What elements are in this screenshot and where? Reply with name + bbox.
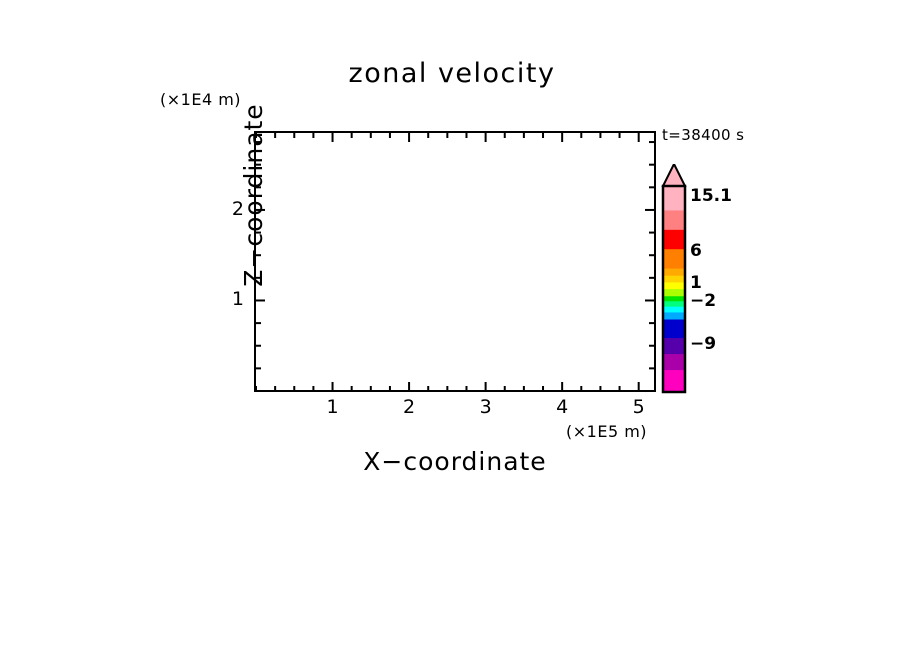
colorbar-band <box>663 296 685 303</box>
colorbar <box>660 161 692 394</box>
colorbar-tick-label: −2 <box>690 291 717 311</box>
colorbar-band <box>663 306 685 314</box>
y-tick-label: 2 <box>231 197 244 220</box>
colorbar-arrow-icon <box>661 161 687 187</box>
colorbar-band <box>663 210 685 231</box>
x-axis-unit-label: (×1E5 m) <box>566 422 648 441</box>
colorbar-band <box>663 268 685 278</box>
y-tick-label: 1 <box>231 288 244 311</box>
colorbar-band <box>663 186 685 212</box>
colorbar-band <box>663 301 685 308</box>
x-tick-label: 1 <box>326 396 339 418</box>
colorbar-band <box>663 312 685 321</box>
colorbar-band <box>663 354 685 372</box>
colorbar-tick-label: 6 <box>690 241 702 261</box>
colorbar-outline <box>661 184 687 394</box>
y-axis-unit-label: (×1E4 m) <box>160 90 242 109</box>
colorbar-band <box>663 338 685 356</box>
y-axis-title: Z−coordinate <box>239 103 268 287</box>
x-tick-label: 3 <box>479 396 492 418</box>
x-tick-label: 2 <box>403 396 416 418</box>
x-tick-label: 4 <box>556 396 569 418</box>
colorbar-band <box>663 282 685 290</box>
time-annotation: t=38400 s <box>662 126 745 144</box>
plot-area <box>254 131 656 392</box>
colorbar-tick-label: 15.1 <box>690 186 732 206</box>
page-title: zonal velocity <box>348 58 556 89</box>
colorbar-band <box>663 249 685 270</box>
x-axis-title: X−coordinate <box>363 447 547 476</box>
colorbar-band <box>663 289 685 298</box>
colorbar-band <box>663 275 685 284</box>
colorbar-swatches <box>661 161 687 394</box>
x-tick-label: 5 <box>632 396 645 418</box>
colorbar-band <box>663 319 685 340</box>
axis-tick-marks <box>255 133 654 392</box>
colorbar-tick-label: 1 <box>690 273 702 293</box>
colorbar-band <box>663 370 685 393</box>
colorbar-tick-label: −9 <box>690 334 717 354</box>
colorbar-band <box>663 229 685 251</box>
